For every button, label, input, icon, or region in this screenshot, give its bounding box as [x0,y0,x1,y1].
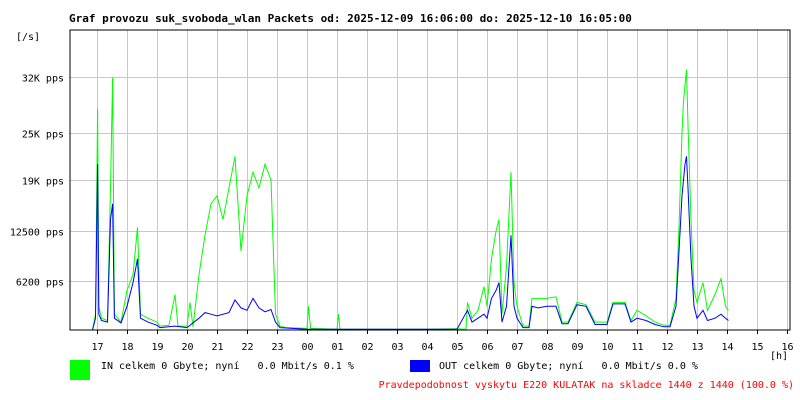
y-tick-label: 12500 pps [10,228,64,239]
y-tick-label: 6200 pps [16,278,64,289]
out-legend-text: OUT celkem 0 Gbyte; nyní 0.0 Mbit/s 0.0 … [439,361,698,372]
x-tick-label: 11 [631,342,643,353]
x-tick-label: 10 [601,342,613,353]
x-tick-label: 20 [181,342,193,353]
x-tick-label: 04 [421,342,433,353]
x-tick-label: 21 [211,342,223,353]
y-tick-label: 32K pps [22,74,64,85]
series-line-out [70,156,729,331]
in-legend-text: IN celkem 0 Gbyte; nyní 0.0 Mbit/s 0.1 % [101,361,354,372]
x-tick-label: 00 [301,342,313,353]
x-tick-label: 06 [481,342,493,353]
y-tick-label: 25K pps [22,130,64,141]
in-legend-swatch [70,360,90,380]
x-tick-label: 09 [571,342,583,353]
out-legend-swatch [410,360,430,372]
y-axis-ticks: 6200 pps 12500 pps 19K pps 25K pps 32K pps [10,74,64,289]
x-tick-label: 22 [241,342,253,353]
x-tick-label: 05 [451,342,463,353]
plot-border [69,29,791,331]
series-line-in [70,69,729,331]
y-unit-label: [/s] [16,32,40,43]
x-tick-label: 14 [721,342,733,353]
x-tick-label: 18 [121,342,133,353]
y-tick-label: 19K pps [22,177,64,188]
x-tick-label: 15 [751,342,763,353]
x-tick-label: 17 [91,342,103,353]
x-tick-label: 07 [511,342,523,353]
probability-text: Pravdepodobnost vyskytu E220 KULATAK na … [378,380,794,391]
x-tick-label: 03 [391,342,403,353]
x-axis-ticks: 17 18 19 20 21 22 23 00 01 02 03 04 05 06 07 08 09 10 11 12… [91,330,794,353]
x-unit-label: [h] [770,351,788,362]
x-tick-label: 02 [361,342,373,353]
x-tick-label: 13 [691,342,703,353]
x-tick-label: 16 [781,342,793,353]
x-tick-label: 08 [541,342,553,353]
x-tick-label: 01 [331,342,343,353]
grid [70,30,790,330]
x-tick-label: 23 [271,342,283,353]
x-tick-label: 12 [661,342,673,353]
chart-title: Graf provozu suk_svoboda_wlan Packets od… [69,12,632,25]
series-layer [70,69,729,331]
x-tick-label: 19 [151,342,163,353]
